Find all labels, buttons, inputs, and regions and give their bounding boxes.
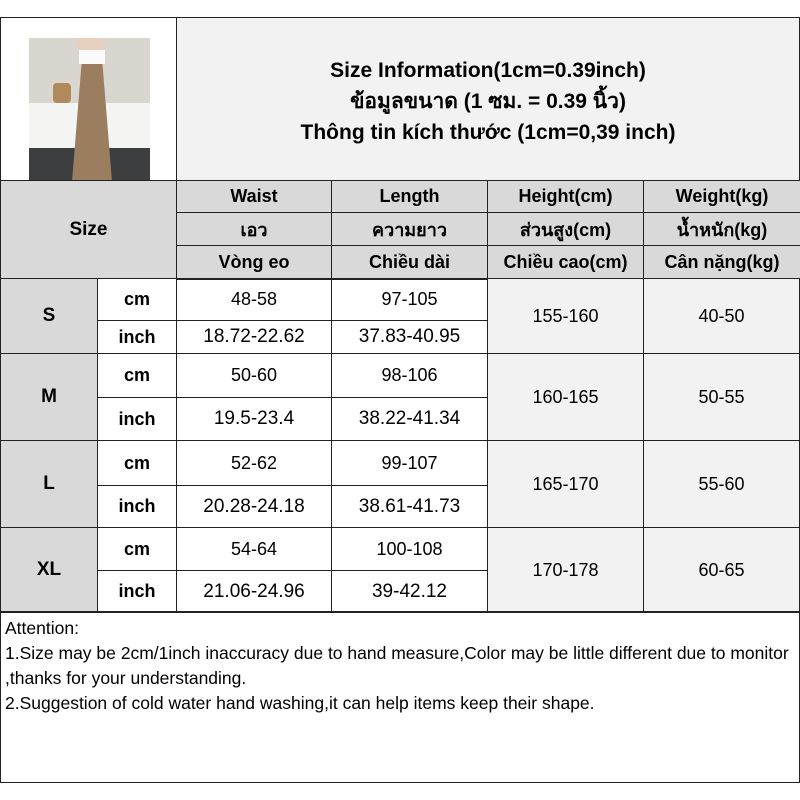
waist-inch: 21.06-24.96 (176, 570, 332, 613)
waist-inch: 20.28-24.18 (176, 485, 332, 528)
size-label: L (0, 440, 98, 528)
height-range: 160-165 (487, 353, 644, 441)
size-label: S (0, 278, 98, 354)
length-inch: 37.83-40.95 (331, 320, 488, 354)
weight-range: 55-60 (643, 440, 800, 528)
length-inch: 39-42.12 (331, 570, 488, 613)
height-range: 165-170 (487, 440, 644, 528)
size-label: XL (0, 527, 98, 613)
title-english: Size Information(1cm=0.39inch) (330, 59, 646, 82)
column-header-vi: Chiều dài (331, 245, 488, 280)
column-header-en: Waist (176, 180, 332, 213)
column-header-th: เอว (176, 212, 332, 246)
length-cm: 100-108 (331, 527, 488, 571)
height-range: 170-178 (487, 527, 644, 613)
weight-range: 60-65 (643, 527, 800, 613)
attention-note-1: 1.Size may be 2cm/1inch inaccuracy due t… (5, 643, 789, 688)
column-header-en: Weight(kg) (643, 180, 800, 213)
title-thai: ข้อมูลขนาด (1 ซม. = 0.39 นิ้ว) (350, 90, 626, 113)
unit-inch: inch (97, 320, 177, 354)
waist-cm: 52-62 (176, 440, 332, 486)
column-header-vi: Chiều cao(cm) (487, 245, 644, 280)
title-cell: Size Information(1cm=0.39inch) ข้อมูลขนา… (176, 17, 800, 181)
waist-cm: 50-60 (176, 353, 332, 398)
title-vietnamese: Thông tin kích thước (1cm=0,39 inch) (300, 121, 676, 144)
attention-notes: Attention: 1.Size may be 2cm/1inch inacc… (0, 611, 800, 783)
column-header-en: Height(cm) (487, 180, 644, 213)
waist-cm: 48-58 (176, 278, 332, 321)
unit-cm: cm (97, 440, 177, 486)
height-range: 155-160 (487, 278, 644, 354)
size-label: M (0, 353, 98, 441)
waist-inch: 18.72-22.62 (176, 320, 332, 354)
column-header-vi: Cân nặng(kg) (643, 245, 800, 280)
unit-inch: inch (97, 397, 177, 441)
product-photo-cell (0, 17, 177, 195)
column-header-th: ส่วนสูง(cm) (487, 212, 644, 246)
attention-heading: Attention: (5, 618, 79, 638)
weight-range: 40-50 (643, 278, 800, 354)
length-inch: 38.22-41.34 (331, 397, 488, 441)
attention-note-2: 2.Suggestion of cold water hand washing,… (5, 693, 595, 713)
length-cm: 98-106 (331, 353, 488, 398)
length-inch: 38.61-41.73 (331, 485, 488, 528)
waist-cm: 54-64 (176, 527, 332, 571)
unit-inch: inch (97, 570, 177, 613)
column-header-th: ความยาว (331, 212, 488, 246)
column-header-th: น้ำหนัก(kg) (643, 212, 800, 246)
unit-inch: inch (97, 485, 177, 528)
waist-inch: 19.5-23.4 (176, 397, 332, 441)
product-photo (29, 38, 150, 195)
weight-range: 50-55 (643, 353, 800, 441)
column-header-en: Length (331, 180, 488, 213)
column-header-vi: Vòng eo (176, 245, 332, 280)
unit-cm: cm (97, 353, 177, 398)
length-cm: 97-105 (331, 278, 488, 321)
unit-cm: cm (97, 278, 177, 321)
size-header: Size (0, 180, 177, 279)
unit-cm: cm (97, 527, 177, 571)
length-cm: 99-107 (331, 440, 488, 486)
